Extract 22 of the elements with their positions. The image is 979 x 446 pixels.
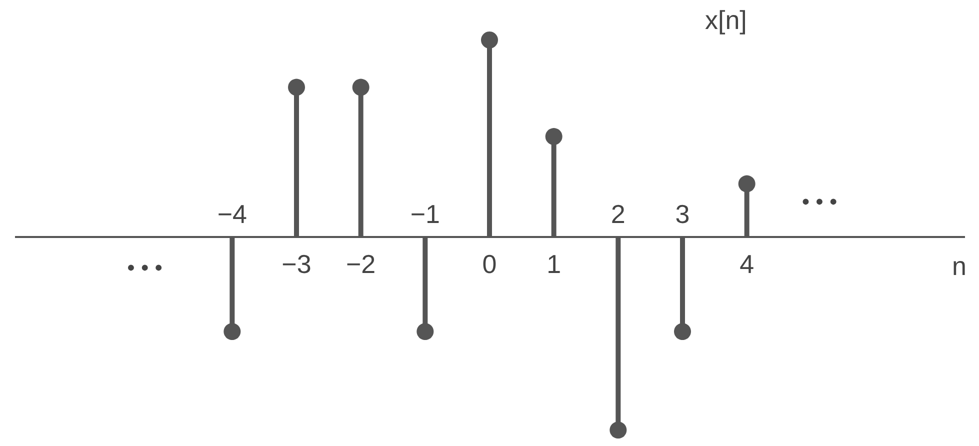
point bbox=[610, 422, 627, 439]
point bbox=[416, 323, 434, 340]
point bbox=[352, 78, 370, 96]
chart-title: x[n] bbox=[705, 5, 747, 35]
point bbox=[224, 323, 241, 340]
x-tick-label: 4 bbox=[740, 249, 754, 279]
point bbox=[288, 78, 305, 96]
x-tick-label: 0 bbox=[482, 249, 497, 279]
point bbox=[738, 175, 756, 192]
x-tick-label: 1 bbox=[546, 249, 562, 279]
x-tick-label: −1 bbox=[410, 199, 440, 229]
text: • • • bbox=[802, 189, 838, 214]
text: • • • bbox=[127, 255, 163, 280]
text: n bbox=[952, 251, 966, 281]
point bbox=[481, 32, 498, 48]
x-tick-label: 3 bbox=[675, 199, 690, 229]
point bbox=[674, 323, 691, 340]
x-tick-label: 2 bbox=[610, 199, 626, 229]
x-tick-label: −4 bbox=[217, 199, 247, 229]
point bbox=[545, 128, 562, 146]
x-tick-label: −3 bbox=[282, 249, 312, 279]
x-tick-label: −2 bbox=[346, 249, 376, 279]
